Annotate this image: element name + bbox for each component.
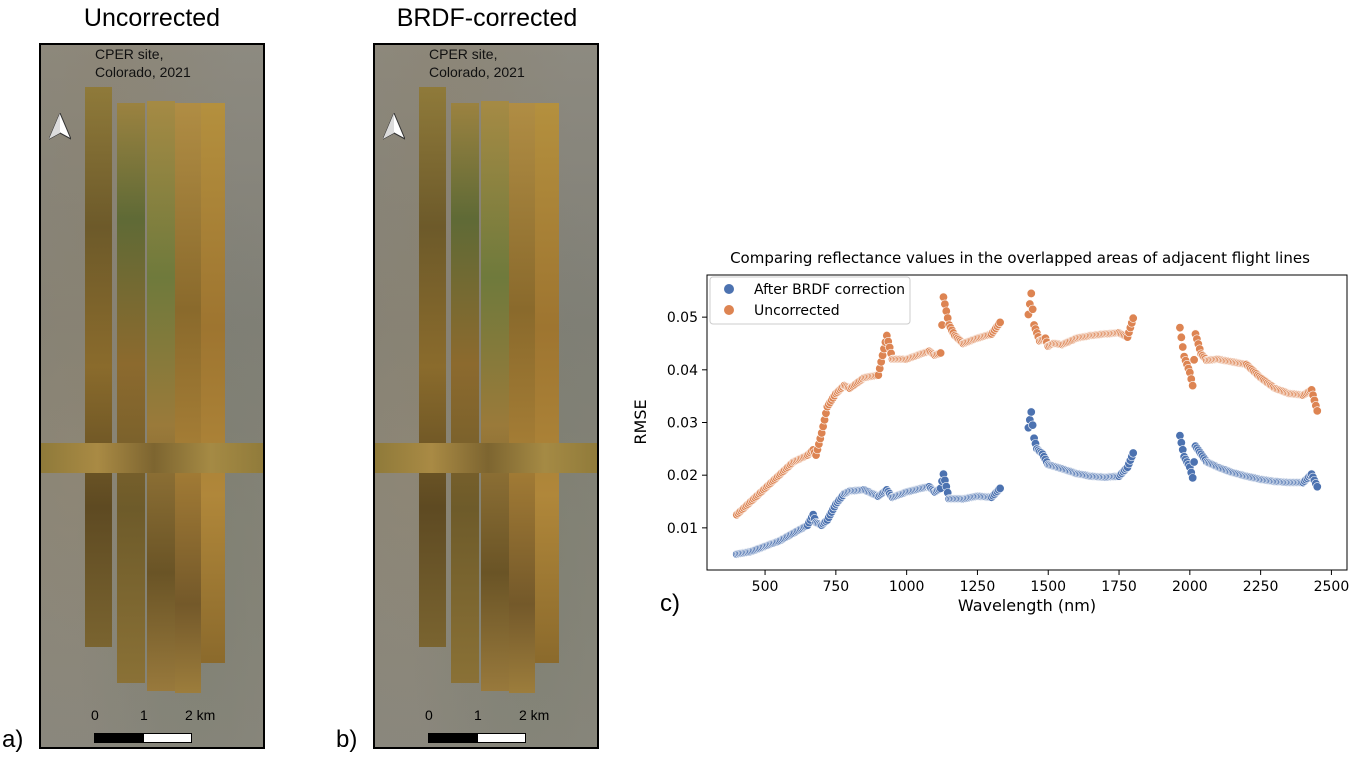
y-tick-label: 0.03	[667, 416, 698, 432]
scale-bar	[428, 733, 526, 743]
north-arrow-icon	[383, 113, 405, 140]
x-axis: 500 750 1000 1250 1500 1750 2000 2250 2500	[752, 570, 1350, 595]
y-tick-label: 0.05	[667, 310, 698, 326]
x-axis-label: Wavelength (nm)	[958, 596, 1096, 615]
y-tick-label: 0.01	[667, 521, 698, 537]
flight-line-strip	[117, 103, 145, 683]
scale-label-1: 1	[140, 707, 148, 723]
point-uncorrected	[995, 317, 1005, 327]
x-tick-label: 750	[822, 579, 849, 595]
x-tick-label: 2250	[1243, 579, 1279, 595]
flight-line-strip	[41, 443, 263, 473]
point-uncorrected	[1189, 355, 1199, 365]
scale-label-0: 0	[425, 707, 433, 723]
x-tick-label: 1500	[1030, 579, 1066, 595]
point-uncorrected	[936, 348, 946, 358]
x-tick-label: 500	[752, 579, 779, 595]
data-points	[732, 288, 1322, 559]
point-uncorrected	[1188, 381, 1198, 391]
scale-label-2: 2 km	[519, 707, 550, 723]
panel-a-letter: a)	[2, 726, 24, 753]
north-arrow-icon	[49, 113, 71, 140]
y-axis-label: RMSE	[631, 399, 650, 444]
x-tick-label: 2500	[1314, 579, 1350, 595]
point-uncorrected	[1178, 342, 1188, 352]
point-corrected	[1188, 473, 1198, 483]
point-uncorrected	[1176, 332, 1186, 342]
legend-marker-uncorrected	[724, 305, 734, 315]
flight-line-strip	[481, 101, 509, 691]
site-label-line2: Colorado, 2021	[95, 64, 191, 80]
flight-line-strip	[509, 103, 535, 693]
legend-marker-corrected	[724, 284, 734, 294]
y-axis: 0.01 0.02 0.03 0.04 0.05	[667, 310, 707, 537]
flight-line-strip	[201, 103, 225, 663]
x-tick-label: 1000	[889, 579, 925, 595]
flight-line-strip	[451, 103, 479, 683]
point-uncorrected	[1128, 313, 1138, 323]
scale-labels: 0 1 2 km	[423, 707, 563, 727]
flight-line-strip	[375, 443, 597, 473]
point-corrected	[1189, 457, 1199, 467]
legend-box	[709, 276, 911, 325]
point-uncorrected	[1175, 323, 1185, 333]
scale-label-0: 0	[91, 707, 99, 723]
point-corrected	[1312, 482, 1322, 492]
flight-line-strip	[535, 103, 559, 663]
point-uncorrected	[1026, 288, 1036, 298]
scale-labels: 0 1 2 km	[89, 707, 229, 727]
panel-c-letter: c)	[660, 590, 680, 617]
legend-label-uncorrected: Uncorrected	[754, 303, 840, 319]
point-corrected	[1028, 420, 1038, 430]
rmse-chart: Comparing reflectance values in the over…	[631, 249, 1350, 615]
point-uncorrected	[1028, 304, 1038, 314]
panel-b-title: BRDF-corrected	[396, 4, 578, 32]
map-uncorrected: CPER site, Colorado, 2021 0 1 2 km	[39, 43, 265, 749]
y-tick-label: 0.04	[667, 363, 698, 379]
chart-title: Comparing reflectance values in the over…	[730, 249, 1310, 267]
site-label-line1: CPER site,	[95, 46, 164, 62]
flight-line-strip	[419, 87, 446, 647]
site-label: CPER site, Colorado, 2021	[95, 45, 191, 81]
site-label-line2: Colorado, 2021	[429, 64, 525, 80]
scale-bar	[94, 733, 192, 743]
x-tick-label: 1750	[1101, 579, 1137, 595]
map-brdf-corrected: CPER site, Colorado, 2021 0 1 2 km	[373, 43, 599, 749]
x-tick-label: 1250	[960, 579, 996, 595]
point-corrected	[995, 483, 1005, 493]
flight-line-strip	[147, 101, 175, 691]
legend: After BRDF correction Uncorrected	[709, 276, 911, 325]
flight-line-strip	[175, 103, 201, 693]
scale-label-1: 1	[474, 707, 482, 723]
point-corrected	[1026, 407, 1036, 417]
site-label: CPER site, Colorado, 2021	[429, 45, 525, 81]
point-corrected	[1128, 448, 1138, 458]
site-label-line1: CPER site,	[429, 46, 498, 62]
y-tick-label: 0.02	[667, 468, 698, 484]
panel-b-letter: b)	[336, 726, 358, 753]
scale-label-2: 2 km	[185, 707, 216, 723]
legend-label-corrected: After BRDF correction	[754, 282, 905, 298]
x-tick-label: 2000	[1172, 579, 1208, 595]
point-uncorrected	[1312, 406, 1322, 416]
panel-a-title: Uncorrected	[83, 4, 221, 32]
flight-line-strip	[85, 87, 112, 647]
